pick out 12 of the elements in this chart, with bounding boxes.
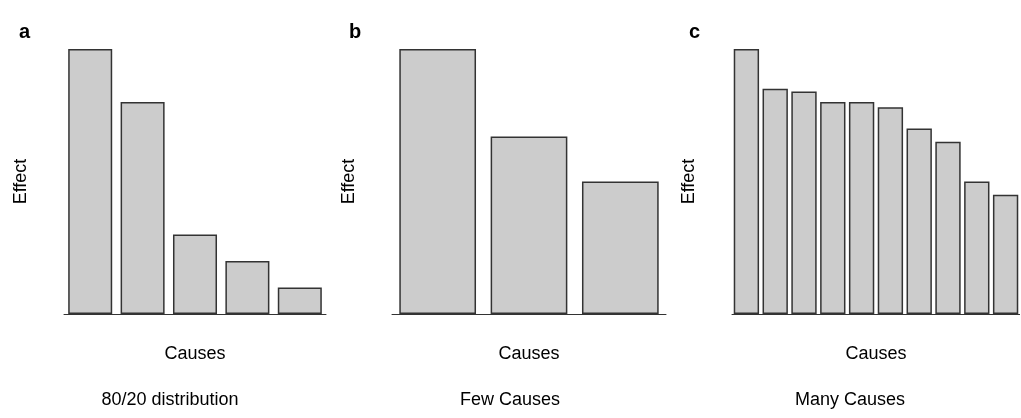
y-axis-title: Effect xyxy=(338,158,358,205)
chart-title: b xyxy=(349,20,362,42)
chart-title: c xyxy=(689,20,701,42)
x-axis-title: Causes xyxy=(845,343,907,363)
chart-title: a xyxy=(19,20,31,42)
y-axis-title: Effect xyxy=(678,158,698,205)
x-axis-title: Causes xyxy=(164,343,226,363)
x-axis-title: Causes xyxy=(498,343,560,363)
y-axis-title: Effect xyxy=(10,158,30,205)
text: Few Causes xyxy=(459,389,561,409)
text: 80/20 distribution xyxy=(101,389,239,409)
text: Many Causes xyxy=(794,389,906,409)
